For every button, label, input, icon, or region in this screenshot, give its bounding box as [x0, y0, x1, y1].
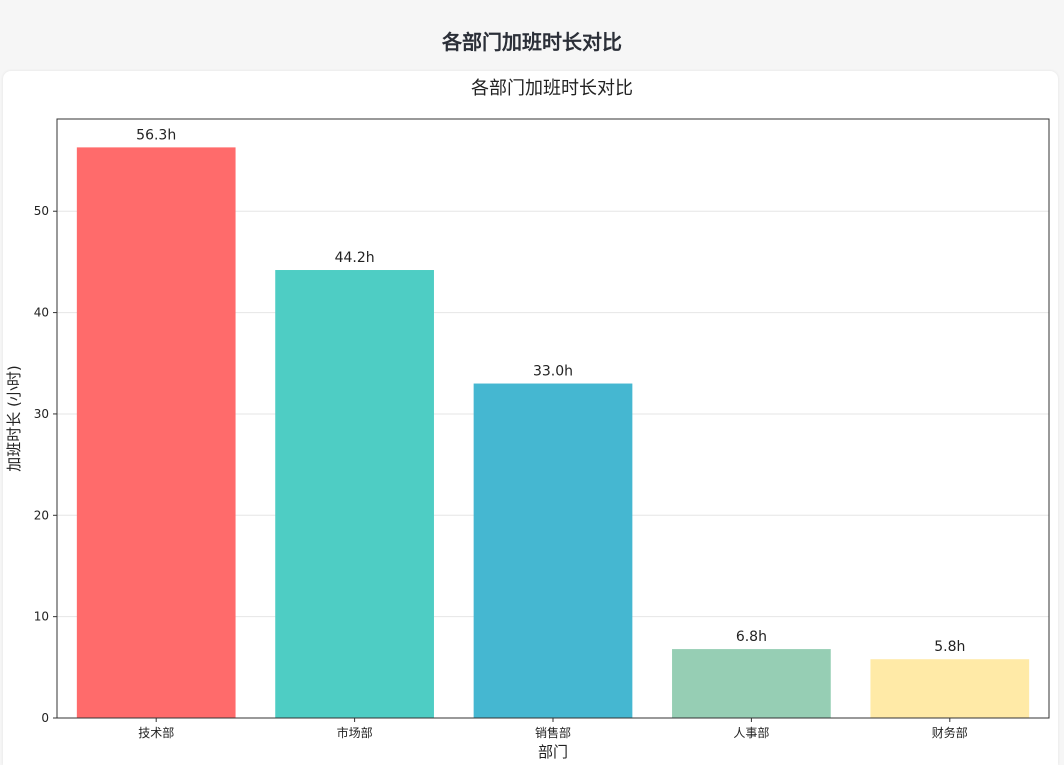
- x-tick-label: 销售部: [535, 725, 571, 740]
- data-label: 5.8h: [934, 639, 965, 655]
- bar-0: [76, 147, 236, 718]
- y-axis-ticks: 0 10 20 30 40 50: [34, 204, 57, 725]
- bar-chart: 各部门加班时长对比 56.3h 44.2h 33.0h 6.8h 5.8h 0 10 20 3…: [5, 78, 1050, 761]
- y-tick-label: 30: [34, 407, 49, 421]
- bars: [76, 147, 1030, 718]
- bar-1: [275, 270, 434, 718]
- y-tick-label: 0: [41, 711, 49, 725]
- data-label: 44.2h: [335, 250, 375, 266]
- data-labels: 56.3h 44.2h 33.0h 6.8h 5.8h: [136, 127, 965, 655]
- bar-2: [473, 383, 633, 718]
- y-tick-label: 10: [34, 610, 49, 624]
- x-tick-label: 技术部: [138, 725, 174, 740]
- bar-3: [672, 649, 831, 718]
- data-label: 6.8h: [736, 629, 767, 645]
- x-tick-label: 人事部: [733, 725, 769, 740]
- y-axis-label: 加班时长 (小时): [5, 365, 23, 471]
- data-label: 33.0h: [533, 364, 573, 380]
- x-tick-label: 财务部: [932, 725, 968, 740]
- bar-4: [870, 659, 1030, 718]
- y-tick-label: 40: [34, 306, 49, 320]
- data-label: 56.3h: [136, 127, 176, 143]
- chart-title: 各部门加班时长对比: [471, 78, 633, 99]
- chart-card: 各部门加班时长对比 56.3h 44.2h 33.0h 6.8h 5.8h 0 10 20 3…: [3, 71, 1058, 765]
- x-axis-label: 部门: [538, 743, 568, 761]
- y-tick-label: 20: [34, 508, 49, 522]
- x-axis-ticks: 技术部 市场部 销售部 人事部 财务部: [138, 718, 968, 740]
- y-tick-label: 50: [34, 204, 49, 218]
- page-title: 各部门加班时长对比: [442, 29, 622, 54]
- x-tick-label: 市场部: [337, 725, 373, 740]
